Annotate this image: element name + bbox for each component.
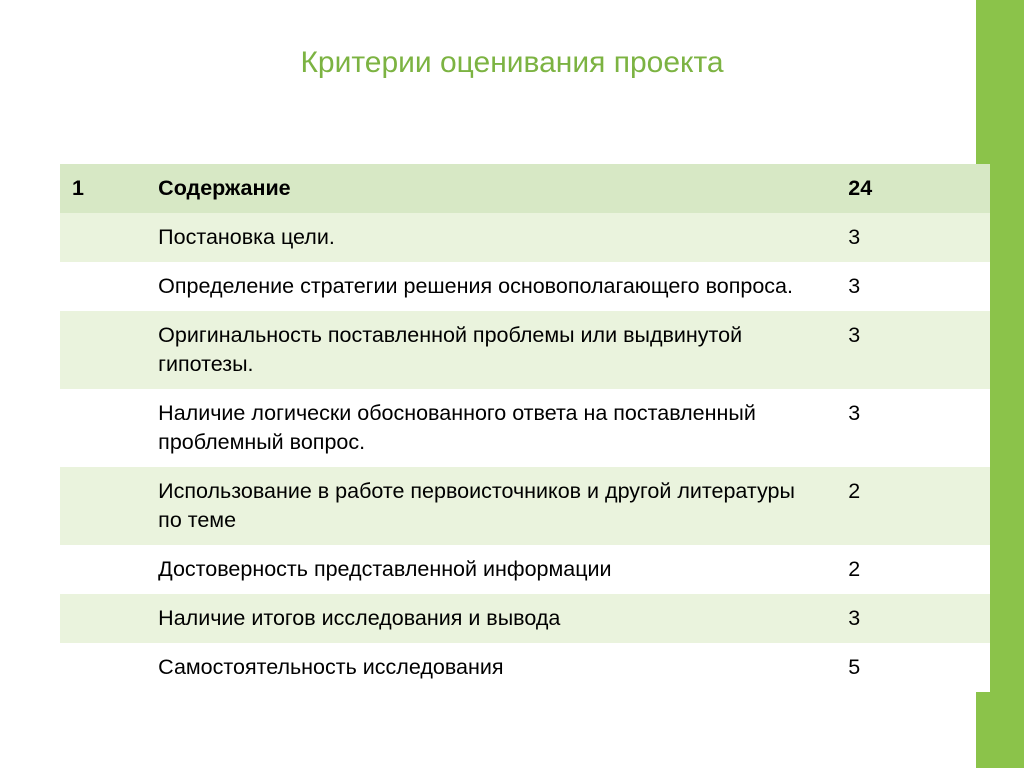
table-row: Использование в работе первоисточников и… [60,467,990,545]
row-num [60,262,146,311]
row-num [60,467,146,545]
row-label: Наличие логически обоснованного ответа н… [146,389,836,467]
header-label: Содержание [146,164,836,213]
row-label: Самостоятельность исследования [146,643,836,692]
row-label: Достоверность представленной информации [146,545,836,594]
row-value: 3 [836,213,990,262]
table-row: Определение стратегии решения основопола… [60,262,990,311]
row-num [60,545,146,594]
header-num: 1 [60,164,146,213]
row-num [60,643,146,692]
slide: Критерии оценивания проекта 1Содержание2… [0,0,1024,768]
table-row: Постановка цели.3 [60,213,990,262]
criteria-table-body: 1Содержание24Постановка цели.3Определени… [60,164,990,692]
slide-title: Критерии оценивания проекта [0,46,1024,80]
row-label: Наличие итогов исследования и вывода [146,594,836,643]
row-value: 3 [836,594,990,643]
row-value: 3 [836,311,990,389]
table-row: Наличие итогов исследования и вывода3 [60,594,990,643]
row-num [60,213,146,262]
row-label: Определение стратегии решения основопола… [146,262,836,311]
table-row: 1Содержание24 [60,164,990,213]
table-row: Самостоятельность исследования5 [60,643,990,692]
table-row: Достоверность представленной информации2 [60,545,990,594]
row-label: Оригинальность поставленной проблемы или… [146,311,836,389]
row-value: 2 [836,467,990,545]
row-value: 2 [836,545,990,594]
row-value: 3 [836,389,990,467]
row-value: 5 [836,643,990,692]
row-label: Постановка цели. [146,213,836,262]
header-value: 24 [836,164,990,213]
criteria-table-wrap: 1Содержание24Постановка цели.3Определени… [60,164,990,692]
criteria-table: 1Содержание24Постановка цели.3Определени… [60,164,990,692]
row-label: Использование в работе первоисточников и… [146,467,836,545]
row-num [60,389,146,467]
table-row: Наличие логически обоснованного ответа н… [60,389,990,467]
row-num [60,311,146,389]
row-value: 3 [836,262,990,311]
table-row: Оригинальность поставленной проблемы или… [60,311,990,389]
row-num [60,594,146,643]
